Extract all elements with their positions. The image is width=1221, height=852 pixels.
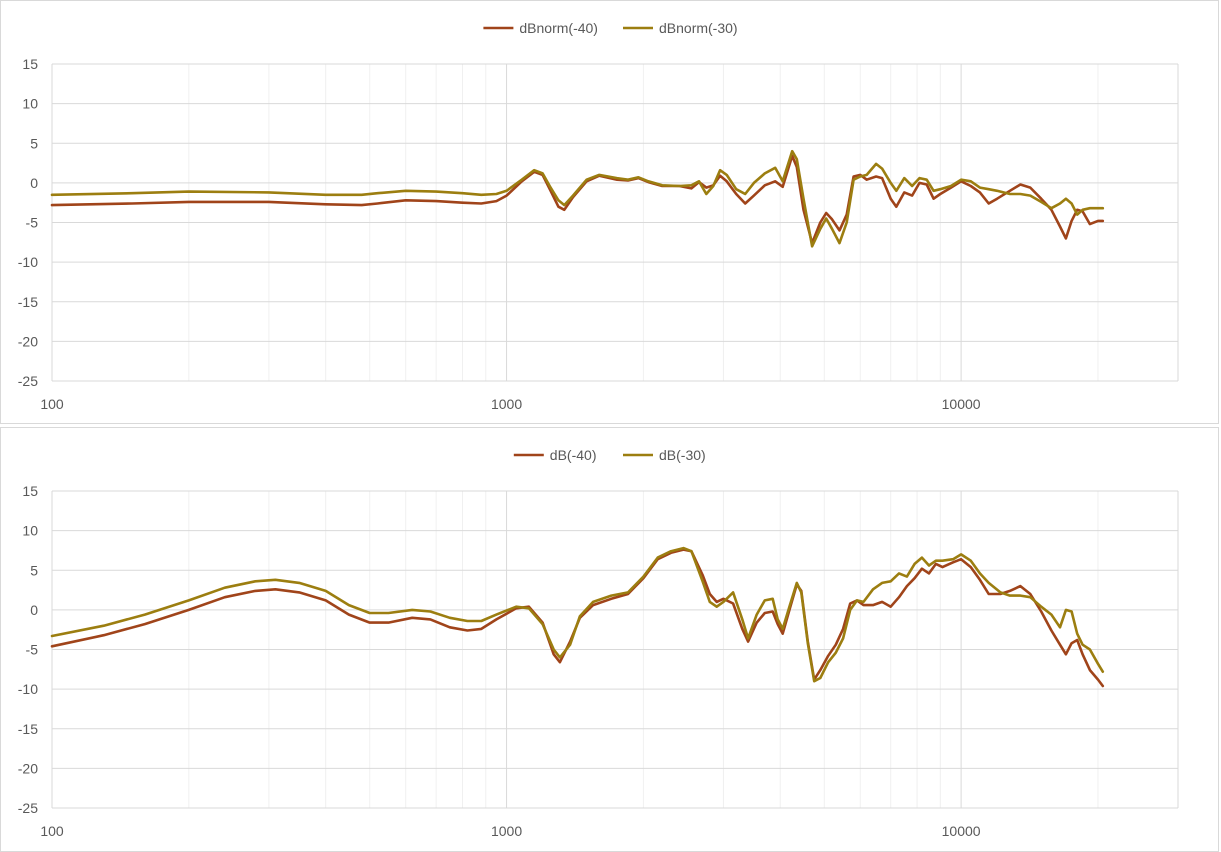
legend-label: dB(-40) bbox=[550, 447, 597, 463]
y-tick-label: 10 bbox=[22, 523, 38, 539]
y-tick-label: 10 bbox=[22, 96, 38, 112]
series-line-1 bbox=[50, 548, 1105, 688]
legend-label: dBnorm(-40) bbox=[519, 20, 598, 36]
legend: dB(-40) dB(-30) bbox=[513, 447, 706, 463]
series-line-1 bbox=[50, 154, 1105, 245]
legend-label: dBnorm(-30) bbox=[659, 20, 738, 36]
y-tick-label: -10 bbox=[18, 681, 38, 697]
chart-panel-top: 15 10 5 0 -5 -10 -15 -20 -25 100 1000 10000 dBnorm(-… bbox=[0, 0, 1219, 424]
x-tick-label: 1000 bbox=[491, 396, 522, 412]
x-tick-label: 1000 bbox=[491, 823, 522, 839]
series-line-2 bbox=[50, 546, 1105, 683]
series-line-2 bbox=[50, 149, 1105, 248]
x-tick-label: 10000 bbox=[942, 823, 981, 839]
y-tick-label: -20 bbox=[18, 333, 38, 349]
y-tick-label: -15 bbox=[18, 721, 38, 737]
y-tick-label: 0 bbox=[30, 175, 38, 191]
y-tick-label: -15 bbox=[18, 294, 38, 310]
x-tick-label: 100 bbox=[40, 396, 64, 412]
x-tick-label: 10000 bbox=[942, 396, 981, 412]
chart-panel-bottom: 15 10 5 0 -5 -10 -15 -20 -25 100 1000 10000 dB(-40) d… bbox=[0, 427, 1219, 852]
y-tick-label: -5 bbox=[26, 215, 39, 231]
y-tick-label: 15 bbox=[22, 56, 38, 72]
y-tick-label: 5 bbox=[30, 135, 38, 151]
y-tick-label: -5 bbox=[26, 642, 39, 658]
y-tick-label: 5 bbox=[30, 562, 38, 578]
y-tick-label: -25 bbox=[18, 800, 38, 816]
y-tick-label: 0 bbox=[30, 602, 38, 618]
y-tick-label: 15 bbox=[22, 483, 38, 499]
legend-label: dB(-30) bbox=[659, 447, 706, 463]
y-tick-label: -25 bbox=[18, 373, 38, 389]
y-tick-label: -20 bbox=[18, 760, 38, 776]
y-tick-label: -10 bbox=[18, 254, 38, 270]
x-tick-label: 100 bbox=[40, 823, 64, 839]
legend: dBnorm(-40) dBnorm(-30) bbox=[483, 20, 738, 36]
